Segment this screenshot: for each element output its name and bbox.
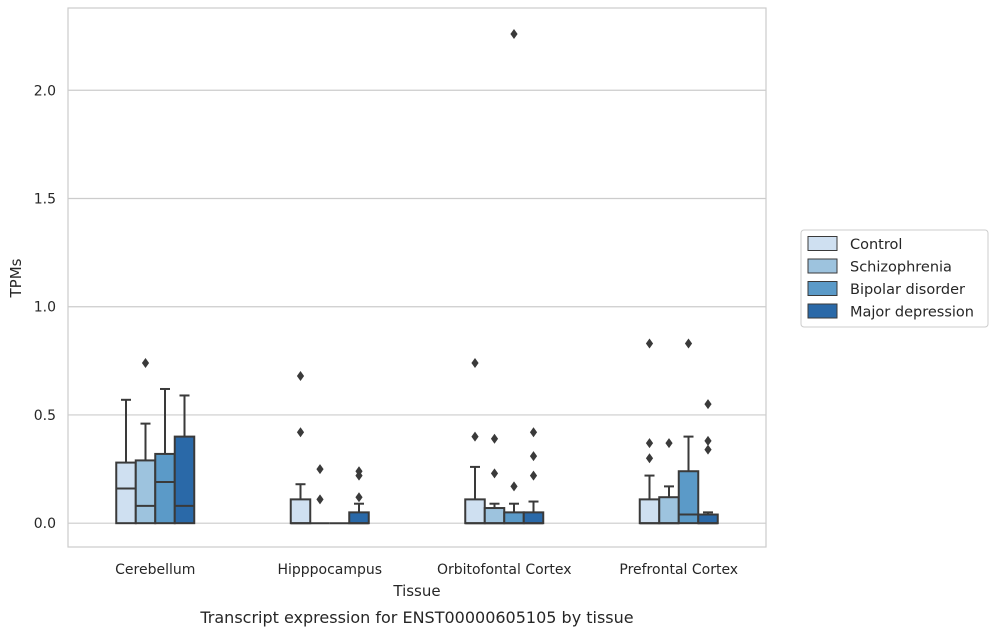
box — [173, 435, 196, 525]
outlier-point — [704, 444, 712, 455]
box — [658, 496, 680, 525]
outlier-point — [471, 358, 479, 369]
y-tick-label: 0.0 — [34, 516, 56, 532]
y-tick-label: 0.5 — [34, 408, 56, 424]
box — [522, 511, 545, 525]
legend-swatch — [807, 281, 838, 296]
box-group — [697, 399, 719, 525]
legend-swatch — [807, 236, 838, 251]
x-axis-label: Tissue — [392, 582, 440, 600]
y-tick-label: 1.0 — [34, 300, 56, 316]
outlier-point — [296, 370, 305, 381]
box — [154, 452, 176, 525]
legend-frame — [800, 229, 989, 328]
box-group — [289, 370, 312, 525]
y-axis-label: TPMs — [7, 258, 25, 298]
box — [503, 511, 525, 525]
x-tick-label: Orbitofontal Cortex — [437, 562, 572, 578]
box-group — [677, 338, 700, 525]
x-tick-label: Cerebellum — [115, 562, 195, 578]
outlier-point — [490, 433, 499, 444]
legend-swatch — [807, 258, 838, 274]
box-group — [134, 358, 157, 525]
legend-entry: Control — [850, 237, 902, 253]
box — [638, 498, 661, 525]
box-group — [658, 438, 680, 525]
outlier-point — [510, 28, 518, 39]
outlier-point — [645, 453, 654, 464]
y-tick-label: 1.5 — [34, 191, 56, 207]
outlier-point — [510, 481, 518, 492]
box-group — [638, 338, 661, 525]
legend-entry: Bipolar disorder — [850, 282, 965, 298]
box — [348, 511, 370, 525]
box-group — [522, 427, 545, 525]
chart-caption: Transcript expression for ENST0000060510… — [199, 608, 633, 627]
box — [289, 498, 312, 525]
box — [115, 461, 137, 525]
box — [483, 507, 506, 525]
outlier-point — [316, 464, 324, 475]
legend-swatch — [807, 303, 838, 319]
outlier-point — [684, 338, 693, 349]
outlier-point — [665, 438, 673, 449]
outlier-point — [296, 427, 305, 438]
outlier-point — [704, 435, 712, 446]
y-tick-label: 2.0 — [34, 83, 56, 99]
box — [134, 459, 157, 525]
outlier-point — [529, 470, 538, 481]
x-tick-label: Prefrontal Cortex — [619, 562, 738, 578]
box-group — [173, 394, 196, 525]
box-group — [310, 464, 330, 525]
outlier-point — [704, 399, 712, 410]
box-group — [348, 466, 370, 525]
outlier-point — [355, 466, 363, 477]
x-tick-label: Hipppocampus — [277, 562, 382, 578]
box — [677, 470, 700, 525]
box — [697, 513, 719, 525]
legend-entry: Major depression — [850, 305, 974, 321]
x-axis-ticks: Cerebellum Hipppocampus Orbitofontal Corte… — [115, 562, 738, 578]
outlier-point — [355, 492, 363, 503]
outlier-point — [529, 427, 538, 438]
y-axis-ticks: 0.0 0.5 1.0 1.5 2.0 — [34, 83, 56, 532]
box-series-group — [115, 28, 719, 525]
legend: Control Schizophrenia Bipolar disorder Majo… — [800, 229, 989, 328]
legend-entry: Schizophrenia — [850, 260, 952, 276]
outlier-point — [645, 338, 654, 349]
outlier-point — [316, 494, 324, 505]
outlier-point — [471, 431, 479, 442]
outlier-point — [490, 468, 499, 479]
box — [464, 498, 486, 525]
outlier-point — [529, 451, 538, 462]
outlier-point — [645, 438, 654, 449]
outlier-point — [141, 358, 150, 369]
